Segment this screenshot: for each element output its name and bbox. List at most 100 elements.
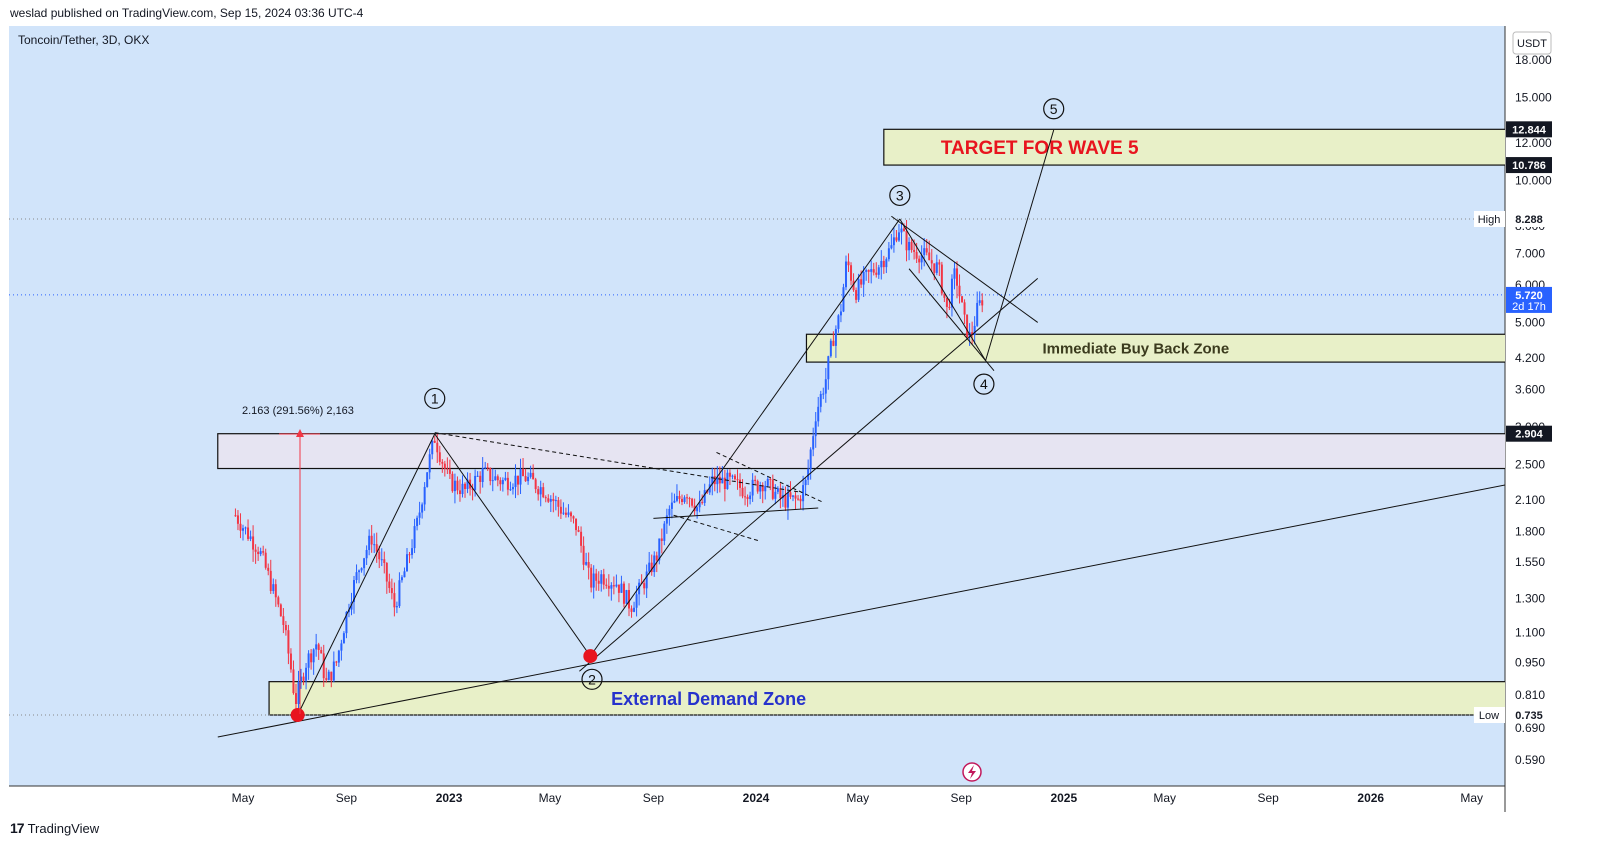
price-badge-countdown: 2d 17h	[1512, 301, 1546, 313]
candle	[938, 259, 941, 277]
candle-body	[610, 585, 613, 589]
candle	[529, 465, 532, 479]
candle	[668, 505, 671, 526]
candle-body	[549, 498, 552, 502]
candle-body	[817, 406, 820, 422]
lightning-icon[interactable]	[962, 762, 982, 782]
candle	[774, 484, 777, 505]
candle	[897, 224, 900, 242]
price-tick-label: 2.500	[1515, 457, 1545, 471]
candle-body	[461, 483, 464, 495]
candle-body	[857, 279, 860, 300]
candle	[451, 471, 454, 493]
candle	[267, 563, 270, 576]
candle-body	[633, 607, 636, 612]
candle-body	[771, 479, 774, 499]
candle-body	[860, 279, 863, 285]
wave-label-ring	[581, 668, 603, 690]
price-chart[interactable]: TARGET FOR WAVE 5 Immediate Buy Back Zone…	[9, 26, 1559, 812]
candle-body	[411, 548, 414, 555]
candle	[511, 483, 514, 495]
candle-body	[824, 379, 827, 394]
candle	[509, 481, 512, 491]
candle-body	[708, 484, 711, 493]
candle-body	[807, 469, 810, 480]
candle-body	[850, 265, 853, 281]
candle	[363, 557, 366, 576]
candle-body	[247, 527, 250, 539]
candle-body	[388, 581, 391, 589]
candle-body	[300, 676, 303, 682]
candle-body	[832, 340, 835, 346]
candle-body	[426, 472, 429, 487]
candle	[981, 293, 984, 313]
candle	[620, 575, 623, 593]
candle-body	[855, 290, 858, 300]
price-badge: 12.844	[1506, 121, 1552, 138]
wave-line	[589, 218, 901, 657]
candle-body	[562, 512, 565, 514]
candle-body	[242, 528, 244, 531]
currency-button[interactable]	[1512, 31, 1552, 55]
candle	[918, 255, 921, 274]
candle	[771, 474, 774, 501]
price-tag-box	[1474, 211, 1505, 227]
candle	[708, 476, 711, 495]
chart-frame[interactable]: TARGET FOR WAVE 5 Immediate Buy Back Zone…	[9, 26, 1559, 812]
candle	[688, 496, 691, 508]
candle-body	[890, 245, 893, 249]
candle	[491, 468, 494, 492]
candle	[287, 624, 290, 665]
candle-body	[287, 630, 290, 654]
candle	[850, 262, 853, 286]
measure-label: 2.163 (291.56%) 2,163	[242, 405, 354, 417]
candle-body	[542, 487, 545, 498]
candle-body	[587, 562, 590, 568]
candle-body	[882, 260, 885, 268]
price-tag-label: High	[1478, 214, 1501, 226]
candle-body	[892, 237, 895, 246]
candle	[557, 497, 560, 517]
candle	[365, 545, 368, 565]
candle	[711, 467, 714, 496]
price-badge-label: 0.735	[1515, 710, 1543, 722]
price-tick-label: 15.000	[1515, 91, 1552, 105]
candle-body	[698, 502, 701, 508]
candle	[867, 269, 870, 283]
candle-body	[590, 567, 593, 588]
candle	[317, 642, 320, 660]
candle-body	[464, 483, 467, 489]
candle-body	[580, 531, 583, 546]
candle	[441, 459, 444, 473]
candle	[829, 338, 832, 358]
candle	[769, 477, 772, 491]
candle	[663, 521, 666, 546]
candle-body	[569, 512, 572, 517]
candle-body	[819, 393, 822, 407]
candle	[464, 482, 467, 498]
candle-body	[577, 530, 580, 532]
candle-body	[839, 311, 842, 316]
candle-body	[812, 436, 815, 450]
candle-body	[973, 325, 976, 336]
candle-body	[345, 612, 348, 634]
price-tick-label: 0.810	[1515, 688, 1545, 702]
candle	[416, 515, 419, 531]
candle-body	[514, 475, 517, 488]
candle-body	[723, 477, 726, 490]
candle-body	[239, 523, 242, 531]
candle	[908, 237, 911, 261]
footer-brand[interactable]: 17 TradingView	[10, 820, 99, 836]
candle	[865, 268, 868, 281]
candle-body	[315, 644, 318, 650]
candle-body	[544, 497, 547, 499]
candle	[976, 291, 979, 327]
candle	[824, 367, 827, 403]
candle-body	[474, 475, 477, 490]
candle	[489, 467, 492, 486]
candle-body	[756, 480, 759, 492]
candle	[527, 472, 530, 485]
candle	[368, 529, 371, 556]
candle	[254, 544, 257, 564]
